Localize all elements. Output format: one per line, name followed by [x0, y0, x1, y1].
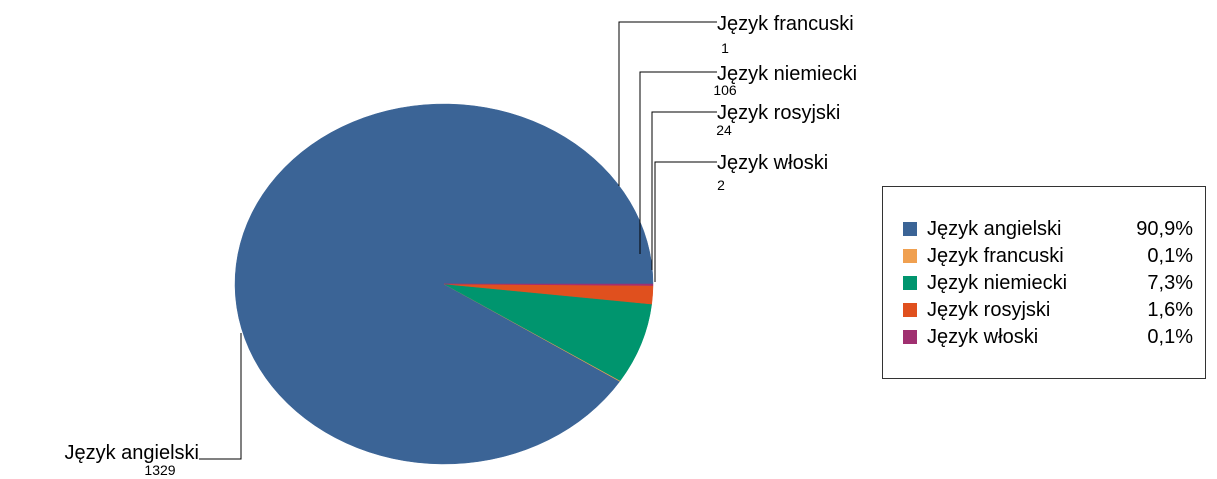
legend-percent: 0,1%	[1147, 245, 1193, 267]
legend-item-jezyk-niemiecki: Język niemiecki 7,3%	[903, 270, 1193, 296]
leader-line-jezyk-rosyjski	[651, 111, 717, 270]
leader-line-jezyk-niemiecki	[639, 71, 717, 254]
slice-value-jezyk-francuski: 1	[721, 40, 729, 56]
legend-label: Język rosyjski	[927, 299, 1051, 321]
legend-item-jezyk-rosyjski: Język rosyjski 1,6%	[903, 297, 1193, 323]
chart-legend: Język angielski 90,9% Język francuski 0,1% J…	[882, 186, 1206, 379]
legend-label: Język niemiecki	[927, 272, 1068, 294]
slice-label-jezyk-niemiecki: Język niemiecki	[717, 63, 857, 85]
pie-slices	[234, 103, 654, 465]
slice-value-jezyk-niemiecki: 106	[713, 82, 737, 98]
leader-line-jezyk-francuski	[618, 21, 717, 186]
slice-label-jezyk-wloski: Język włoski	[717, 152, 828, 174]
legend-swatch	[903, 303, 917, 317]
legend-item-jezyk-francuski: Język francuski 0,1%	[903, 243, 1193, 269]
slice-label-jezyk-francuski: Język francuski	[717, 13, 854, 35]
legend-swatch	[903, 249, 917, 263]
legend-item-jezyk-wloski: Język włoski 0,1%	[903, 324, 1193, 350]
slice-value-jezyk-rosyjski: 24	[716, 122, 732, 138]
slice-value-jezyk-wloski: 2	[717, 177, 725, 193]
slice-label-jezyk-angielski: Język angielski	[64, 442, 199, 464]
legend-label: Język angielski	[927, 218, 1062, 240]
legend-swatch	[903, 276, 917, 290]
slice-label-jezyk-rosyjski: Język rosyjski	[717, 102, 840, 124]
legend-label: Język francuski	[927, 245, 1064, 267]
legend-percent: 90,9%	[1136, 218, 1193, 240]
legend-percent: 7,3%	[1147, 272, 1193, 294]
legend-percent: 1,6%	[1147, 299, 1193, 321]
legend-percent: 0,1%	[1147, 326, 1193, 348]
pie-slice-jezyk-wloski	[443, 283, 654, 286]
leader-line-jezyk-angielski	[199, 333, 242, 460]
legend-swatch	[903, 330, 917, 344]
leader-line-jezyk-wloski	[654, 161, 717, 282]
legend-label: Język włoski	[927, 326, 1039, 348]
slice-value-jezyk-angielski: 1329	[144, 462, 175, 478]
legend-swatch	[903, 222, 917, 236]
legend-item-jezyk-angielski: Język angielski 90,9%	[903, 216, 1193, 242]
